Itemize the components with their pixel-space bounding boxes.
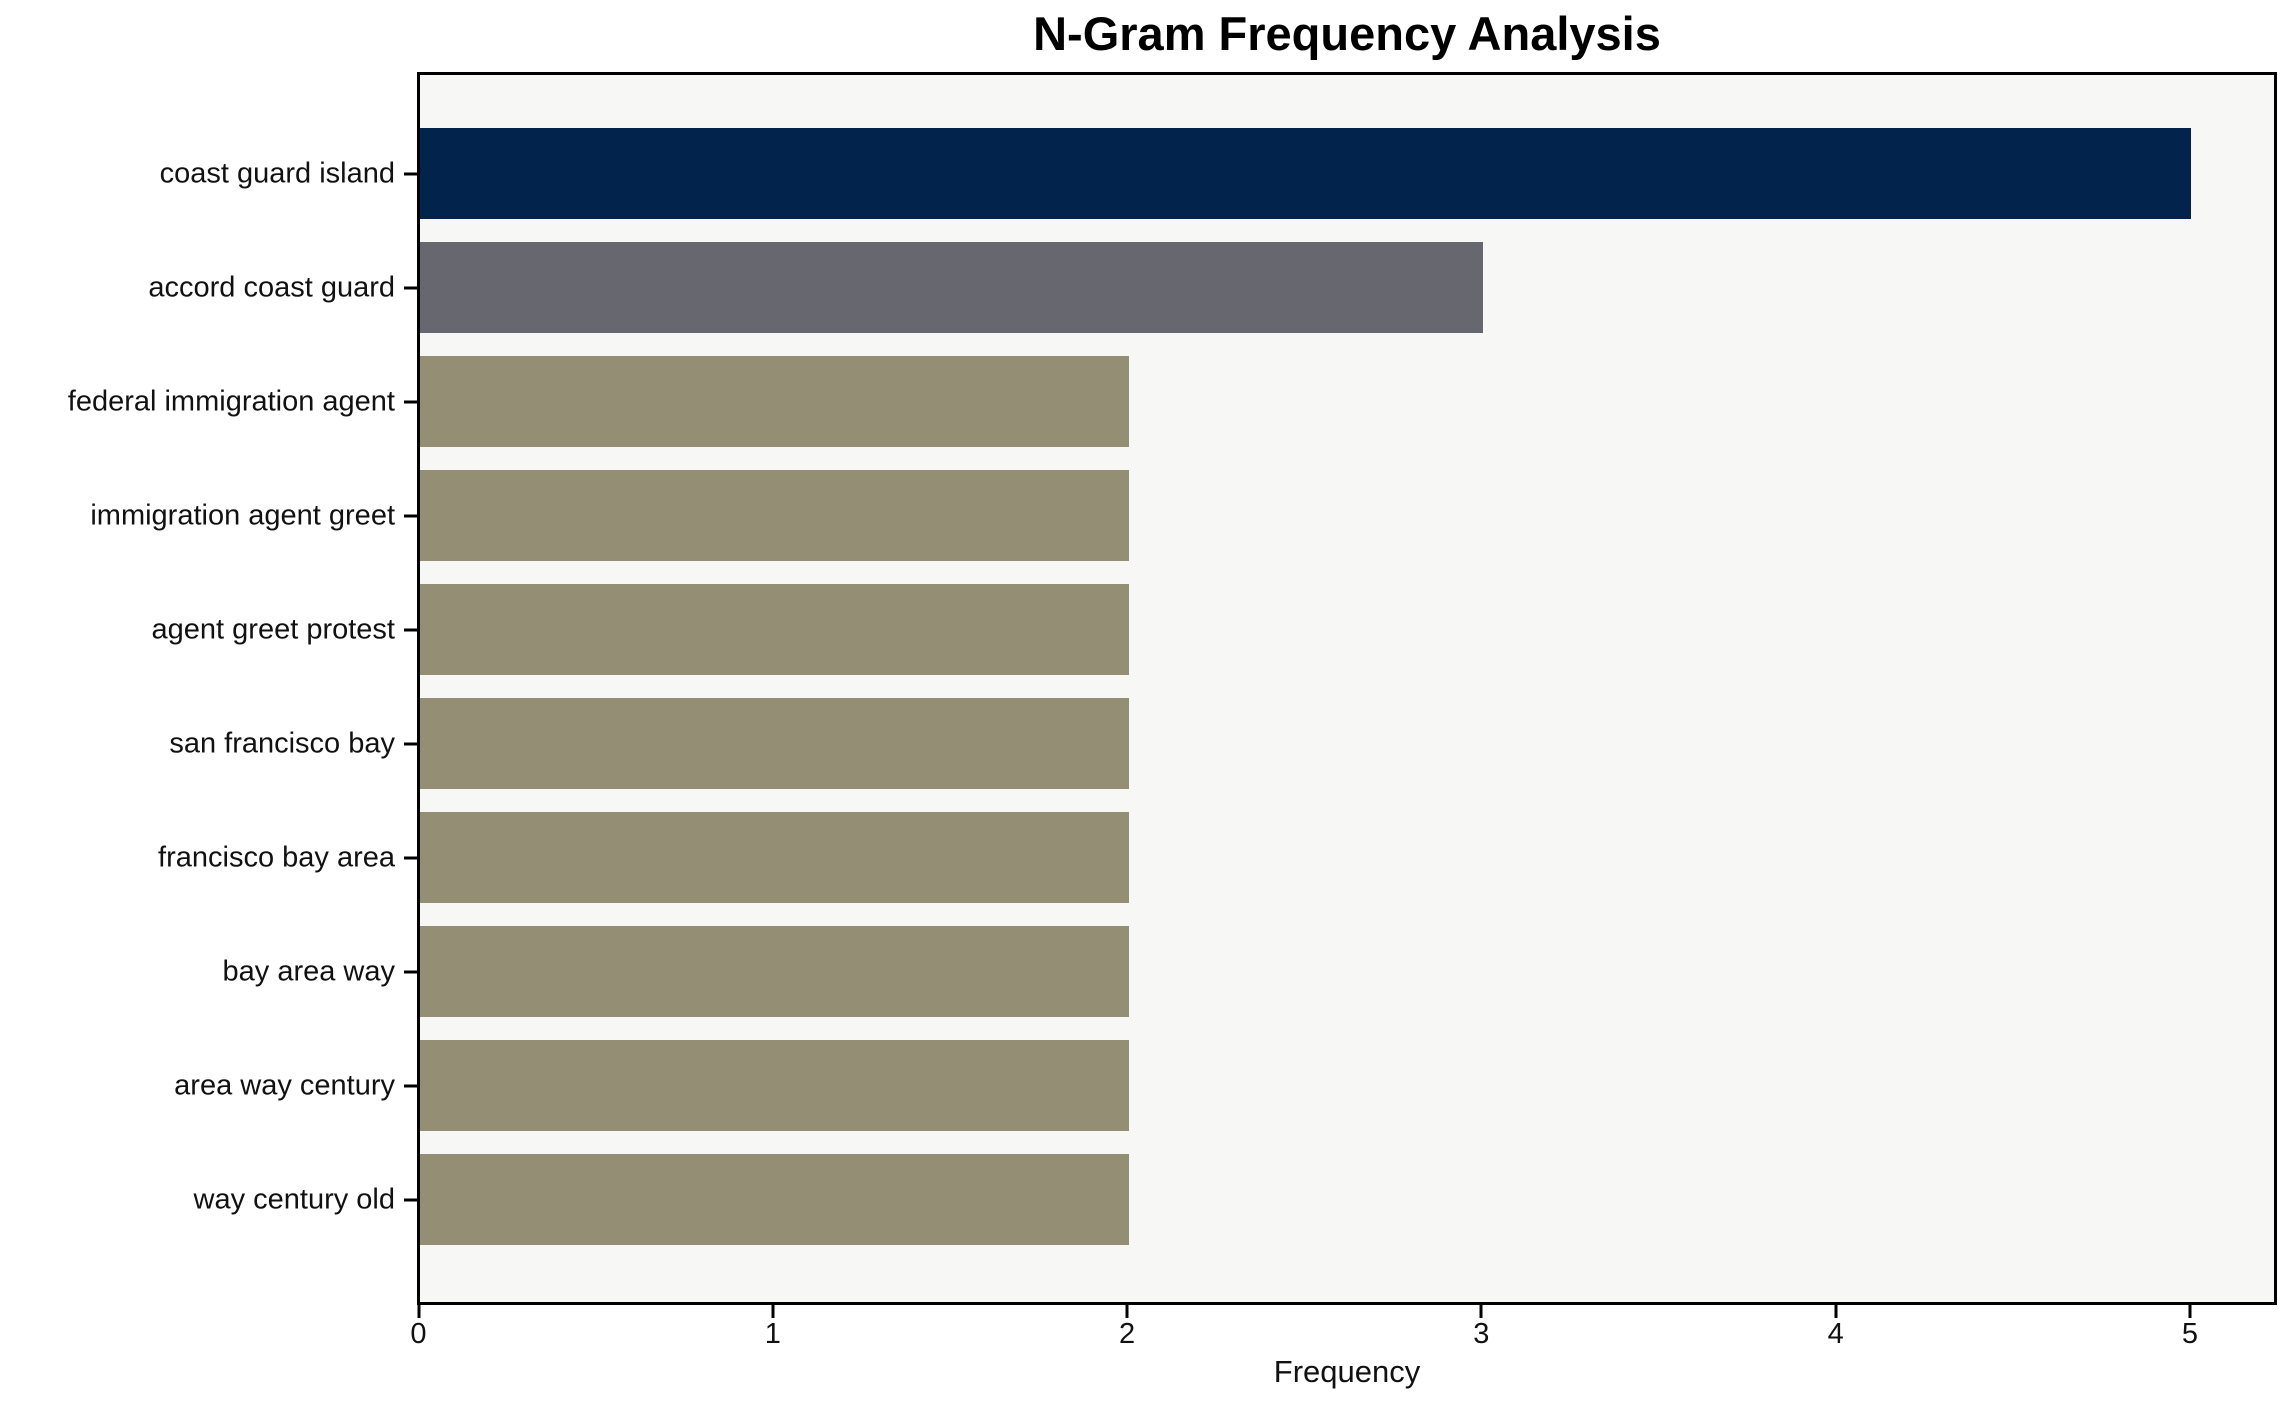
bar xyxy=(420,356,1129,447)
y-tick-mark xyxy=(404,400,417,403)
y-tick-label: agent greet protest xyxy=(151,613,395,645)
plot-area xyxy=(417,72,2277,1305)
x-axis-label: Frequency xyxy=(1273,1354,1421,1389)
bar xyxy=(420,1040,1129,1131)
y-tick-label: bay area way xyxy=(222,955,396,987)
bar xyxy=(420,698,1129,789)
y-tick-mark xyxy=(404,286,417,289)
x-tick-mark xyxy=(771,1305,775,1318)
y-tick-mark xyxy=(404,856,417,859)
x-tick-label: 2 xyxy=(1118,1318,1136,1350)
y-tick-label: immigration agent greet xyxy=(90,499,395,531)
y-tick-mark xyxy=(404,1084,417,1087)
x-tick-label: 5 xyxy=(2181,1318,2198,1350)
chart-title: N-Gram Frequency Analysis xyxy=(1033,7,1661,60)
x-tick-mark xyxy=(1125,1305,1129,1318)
y-tick-mark xyxy=(404,1198,417,1201)
y-tick-label: way century old xyxy=(193,1183,396,1215)
x-tick-label: 3 xyxy=(1473,1318,1490,1350)
y-tick-label: accord coast guard xyxy=(148,271,395,303)
bar xyxy=(420,128,2192,219)
x-tick-mark xyxy=(417,1305,420,1318)
x-tick-mark xyxy=(1479,1305,1483,1318)
y-tick-mark xyxy=(404,172,417,175)
x-tick-label: 0 xyxy=(410,1318,427,1350)
bar xyxy=(420,242,1483,333)
x-tick-mark xyxy=(2188,1305,2192,1318)
bar xyxy=(420,926,1129,1017)
bars-layer xyxy=(420,75,2274,1302)
y-tick-mark xyxy=(404,742,417,745)
y-tick-label: coast guard island xyxy=(159,157,395,189)
y-tick-mark xyxy=(404,628,417,631)
y-tick-mark xyxy=(404,514,417,517)
x-tick-mark xyxy=(1834,1305,1838,1318)
y-tick-label: area way century xyxy=(174,1069,395,1101)
bar xyxy=(420,1154,1129,1245)
bar xyxy=(420,584,1129,675)
x-tick-label: 1 xyxy=(764,1318,781,1350)
bar xyxy=(420,812,1129,903)
bar xyxy=(420,470,1129,561)
y-tick-label: federal immigration agent xyxy=(67,385,395,417)
y-tick-label: san francisco bay xyxy=(169,727,395,759)
y-tick-label: francisco bay area xyxy=(158,841,395,873)
y-tick-mark xyxy=(404,970,417,973)
x-tick-label: 4 xyxy=(1827,1318,1844,1350)
